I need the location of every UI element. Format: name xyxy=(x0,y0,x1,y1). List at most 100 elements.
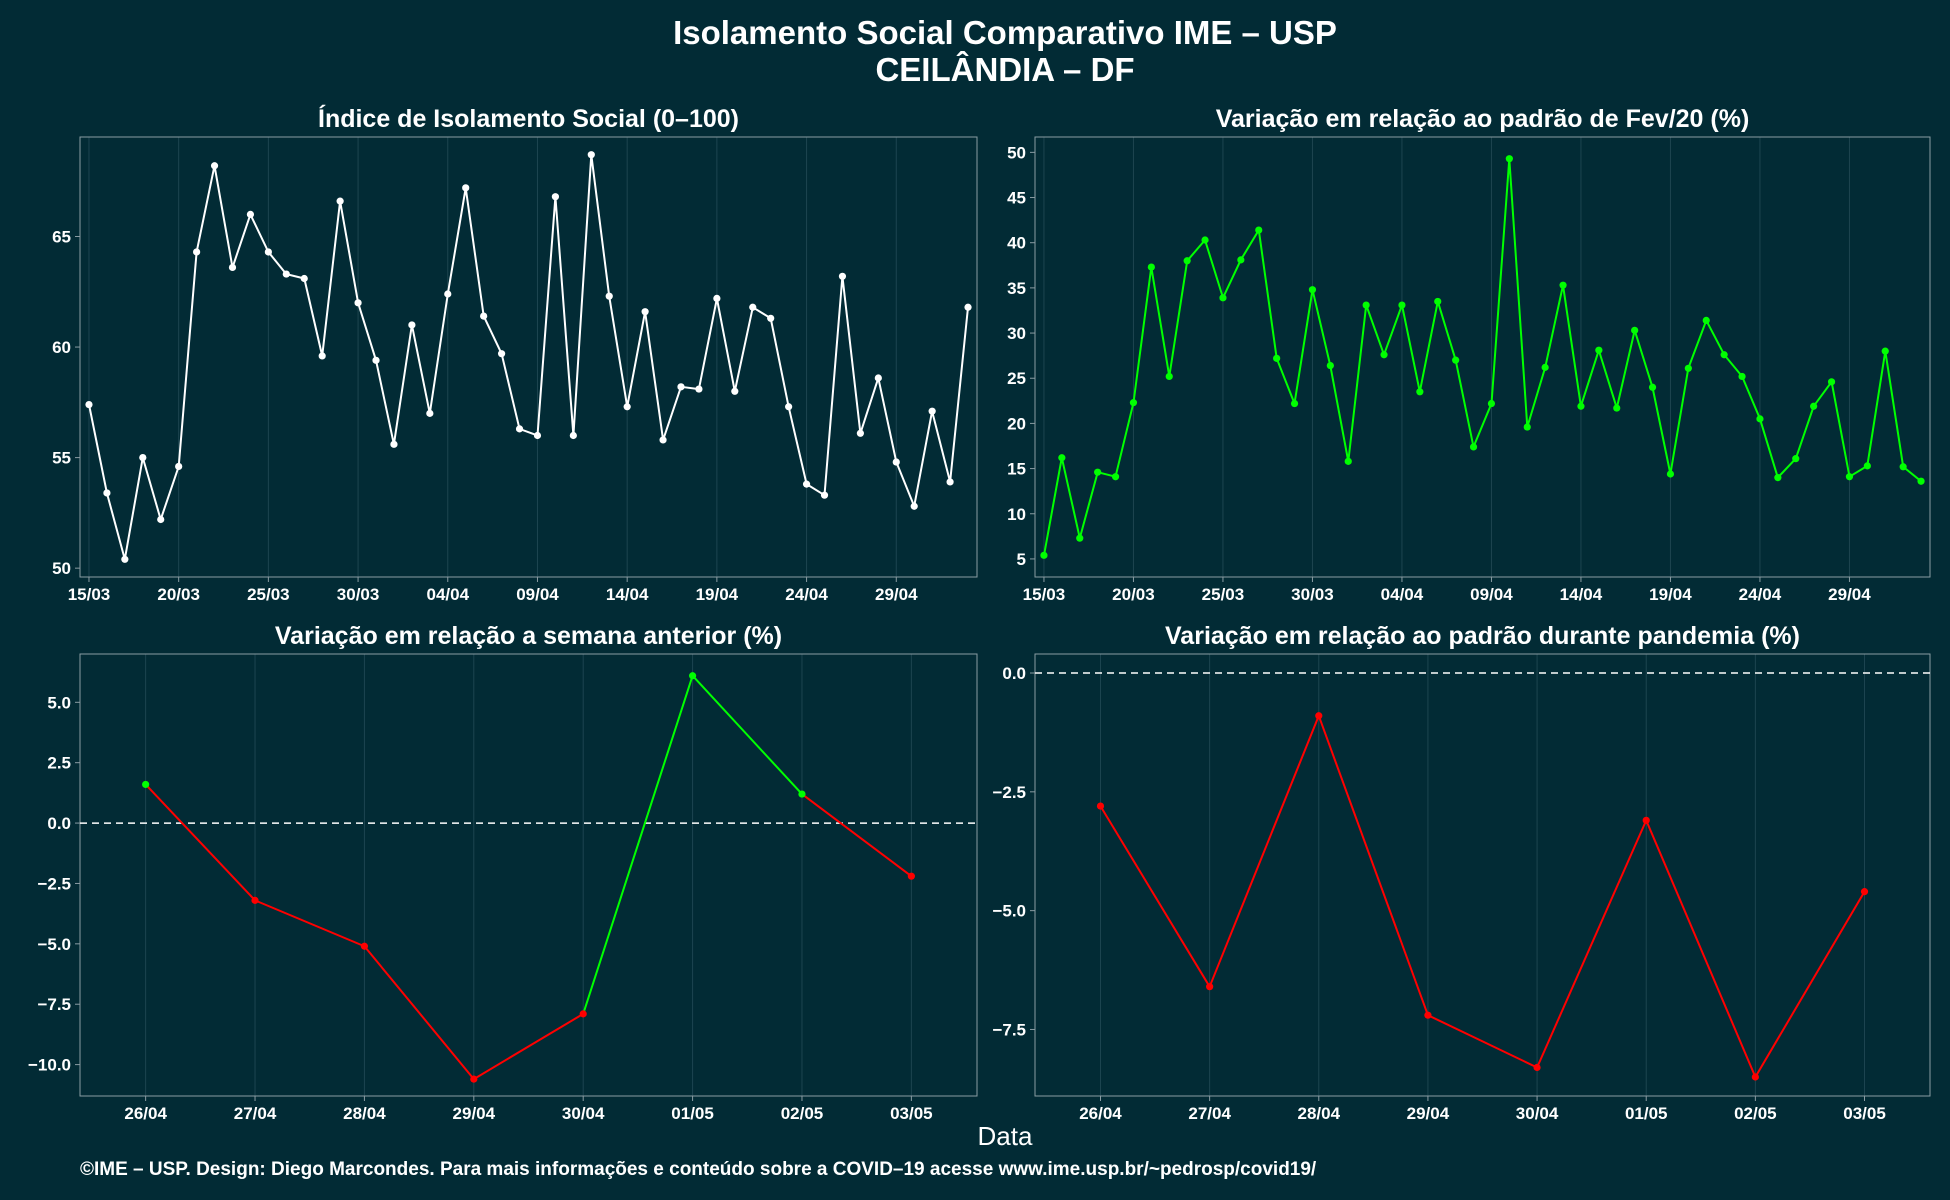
data-point xyxy=(139,454,147,462)
data-point xyxy=(336,197,344,205)
panel-title: Variação em relação a semana anterior (%… xyxy=(275,622,782,650)
data-point xyxy=(1631,326,1639,334)
data-point xyxy=(1206,983,1214,991)
data-point xyxy=(802,480,811,488)
panel-title: Variação em relação ao padrão durante pa… xyxy=(1165,622,1800,650)
data-point xyxy=(444,290,452,298)
x-tick-label: 14/04 xyxy=(606,585,649,604)
x-tick-label: 25/03 xyxy=(1202,585,1245,604)
data-point xyxy=(360,942,369,950)
data-point xyxy=(1751,1073,1759,1081)
data-point xyxy=(372,356,380,364)
series-segment xyxy=(801,793,912,878)
y-tick-label: −5.0 xyxy=(37,935,71,954)
plot-frame xyxy=(79,136,978,578)
data-point xyxy=(749,303,757,311)
y-tick-label: 65 xyxy=(52,227,71,246)
data-point xyxy=(1774,474,1782,482)
series-segment xyxy=(254,899,365,948)
x-tick-label: 15/03 xyxy=(1023,585,1066,604)
y-tick-label: 45 xyxy=(1007,189,1026,208)
data-point xyxy=(1094,468,1102,476)
data-point xyxy=(1845,473,1854,481)
data-point xyxy=(874,374,882,382)
data-point xyxy=(551,193,560,201)
series-segment xyxy=(691,675,803,795)
data-point xyxy=(157,515,165,524)
y-tick-label: −7.5 xyxy=(992,1020,1026,1039)
data-point xyxy=(533,431,542,440)
data-point xyxy=(1165,372,1173,381)
x-tick-label: 04/04 xyxy=(1381,585,1424,604)
x-tick-label: 09/04 xyxy=(1470,585,1513,604)
x-tick-label: 01/05 xyxy=(671,1104,714,1123)
data-point xyxy=(798,790,806,798)
data-point xyxy=(1219,294,1227,302)
data-point xyxy=(1424,1011,1432,1019)
data-point xyxy=(1684,364,1692,372)
x-tick-label: 26/04 xyxy=(1079,1104,1122,1123)
data-point xyxy=(1666,470,1675,478)
series-segment xyxy=(1754,891,1866,1078)
data-point xyxy=(1183,257,1191,265)
y-tick-label: 50 xyxy=(52,559,71,578)
data-point xyxy=(142,780,150,789)
y-tick-label: 50 xyxy=(1007,143,1026,162)
data-point xyxy=(210,162,219,170)
y-tick-label: −2.5 xyxy=(37,874,71,893)
y-tick-label: −10.0 xyxy=(28,1056,71,1075)
x-tick-label: 20/03 xyxy=(157,585,200,604)
data-point xyxy=(856,429,864,437)
data-point xyxy=(1344,457,1352,465)
data-point xyxy=(1416,388,1424,396)
plot-frame xyxy=(1034,136,1931,578)
data-point xyxy=(1738,372,1746,381)
series-segment xyxy=(1645,819,1757,1078)
data-point xyxy=(910,502,918,510)
data-point xyxy=(1917,477,1925,485)
data-point xyxy=(1096,802,1105,810)
y-tick-label: 5.0 xyxy=(47,693,71,712)
data-point xyxy=(695,385,703,393)
data-point xyxy=(946,478,954,486)
x-tick-label: 04/04 xyxy=(426,585,469,604)
data-point xyxy=(300,274,308,283)
x-tick-label: 30/03 xyxy=(337,585,380,604)
x-tick-label: 03/05 xyxy=(1843,1104,1886,1123)
main-title: Isolamento Social Comparativo IME – USP xyxy=(673,14,1337,51)
data-point xyxy=(1792,455,1800,463)
data-point xyxy=(251,896,259,904)
y-tick-label: 0.0 xyxy=(47,814,71,833)
data-point xyxy=(1827,378,1836,386)
data-point xyxy=(1398,301,1406,309)
x-tick-label: 20/03 xyxy=(1112,585,1155,604)
data-point xyxy=(1613,404,1621,412)
chart-panel-2: Variação em relação ao padrão de Fev/20 … xyxy=(1007,105,1931,604)
data-point xyxy=(1756,415,1764,423)
data-point xyxy=(1702,316,1710,325)
y-tick-label: 10 xyxy=(1007,505,1026,524)
data-point xyxy=(1648,383,1657,391)
series-segment xyxy=(1099,805,1211,988)
y-tick-label: 60 xyxy=(52,338,71,357)
series-line xyxy=(1043,158,1922,556)
series-segment xyxy=(1317,715,1429,1016)
data-point xyxy=(85,400,93,409)
data-point xyxy=(1642,816,1650,824)
x-tick-label: 30/04 xyxy=(1516,1104,1559,1123)
data-point xyxy=(569,431,577,440)
data-point xyxy=(121,555,129,563)
x-tick-label: 15/03 xyxy=(68,585,111,604)
panel-title: Índice de Isolamento Social (0–100) xyxy=(318,104,739,133)
data-point xyxy=(1111,473,1120,481)
data-point xyxy=(713,294,721,303)
data-point xyxy=(964,303,972,311)
y-tick-label: 2.5 xyxy=(47,754,71,773)
x-tick-label: 28/04 xyxy=(1298,1104,1341,1123)
x-tick-label: 19/04 xyxy=(696,585,739,604)
footer-credit: ©IME – USP. Design: Diego Marcondes. Par… xyxy=(80,1159,1317,1180)
y-tick-label: 55 xyxy=(52,449,71,468)
series-segment xyxy=(473,1013,584,1080)
y-tick-label: −5.0 xyxy=(992,902,1026,921)
data-point xyxy=(1899,463,1907,471)
